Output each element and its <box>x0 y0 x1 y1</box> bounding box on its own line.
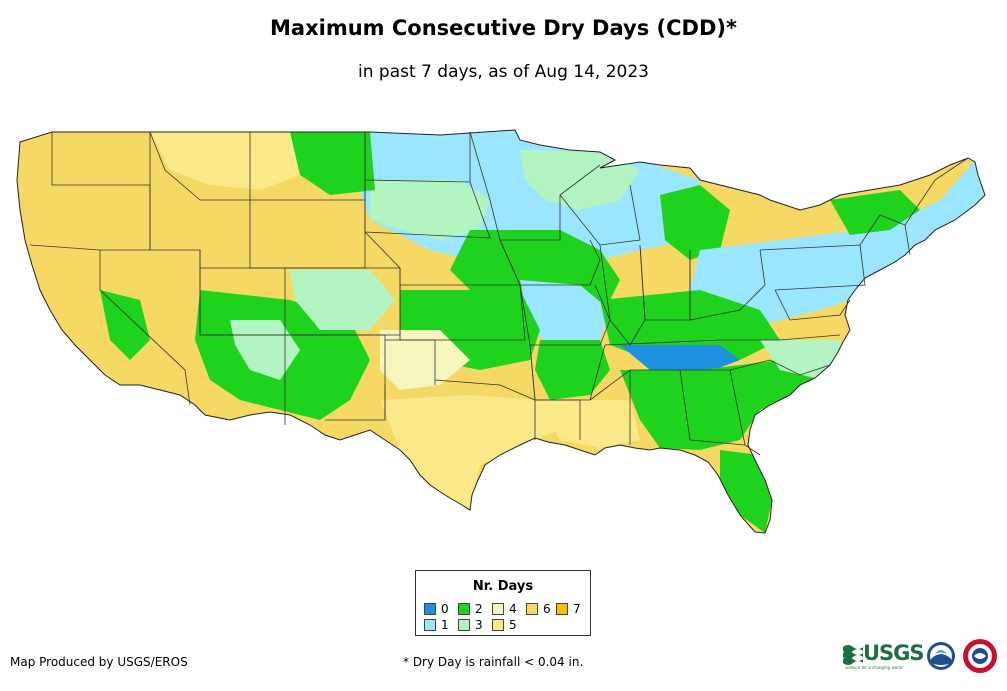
zone-michigan <box>660 185 730 260</box>
border-pennsylvania <box>759 244 866 291</box>
zone-dakotas <box>370 180 490 240</box>
legend-swatch-6 <box>526 603 538 615</box>
border-missouri <box>519 284 611 346</box>
legend-item-4: 4 <box>492 603 517 615</box>
zone-oklahoma <box>380 330 470 390</box>
border-kansas <box>399 284 526 341</box>
legend-swatch-2 <box>458 603 470 615</box>
legend-label-7: 7 <box>573 602 581 616</box>
border-new-england <box>904 157 969 226</box>
zone-texas <box>380 395 560 510</box>
border-washington <box>51 132 151 186</box>
legend-swatch-4 <box>492 603 504 615</box>
legend-swatch-1 <box>424 619 436 631</box>
border-new-mexico <box>285 334 386 421</box>
zone-colorado <box>290 270 395 330</box>
legend-item-1: 1 <box>424 619 449 631</box>
border-maryland-virginia <box>774 289 851 321</box>
zone-carolinas <box>760 340 845 378</box>
nws-logo-icon <box>963 639 997 673</box>
map-credit: Map Produced by USGS/EROS <box>10 655 188 669</box>
border-carolinas <box>729 359 831 376</box>
dry-day-note: * Dry Day is rainfall < 0.04 in. <box>403 655 584 669</box>
map-title: Maximum Consecutive Dry Days (CDD)* <box>270 16 737 40</box>
legend-item-2: 2 <box>458 603 483 615</box>
border-wisconsin <box>559 184 641 246</box>
legend-label-6: 6 <box>543 602 551 616</box>
border-new-york <box>859 214 911 256</box>
legend-item-6: 6 <box>526 603 551 615</box>
border-north-dakota <box>364 132 471 183</box>
legend-swatch-3 <box>458 619 470 631</box>
usgs-tagline: science for a changing world <box>845 665 903 670</box>
border-minnesota <box>469 131 601 241</box>
legend-label-4: 4 <box>509 602 517 616</box>
border-idaho-montana <box>149 131 251 201</box>
zone-montana-east <box>290 132 375 195</box>
usgs-logo: USGS science for a changing world <box>843 641 925 671</box>
state-borders <box>29 131 969 456</box>
legend-swatch-0 <box>424 603 436 615</box>
legend-swatch-5 <box>492 619 504 631</box>
noaa-logo-icon <box>927 642 955 670</box>
zone-missouri <box>520 280 610 350</box>
zone-southeast <box>620 360 830 450</box>
border-california-nevada <box>99 250 191 406</box>
border-texas-north <box>384 380 436 420</box>
zone-louisiana <box>540 400 640 448</box>
legend-item-0: 0 <box>424 603 449 615</box>
usgs-wave-icon <box>843 645 863 665</box>
zone-tennessee <box>620 345 740 375</box>
zone-idaho-montana <box>150 132 300 190</box>
zone-florida <box>720 450 772 533</box>
legend-label-0: 0 <box>441 602 449 616</box>
legend-swatch-7 <box>556 603 568 615</box>
zone-arkansas <box>535 340 610 400</box>
legend-item-5: 5 <box>492 619 517 631</box>
legend-label-1: 1 <box>441 618 449 632</box>
legend-label-2: 2 <box>475 602 483 616</box>
border-south-dakota <box>364 180 491 239</box>
legend-title: Nr. Days <box>472 579 534 594</box>
legend-item-3: 3 <box>458 619 483 631</box>
zone-northeast <box>690 160 985 330</box>
border-arkansas <box>529 344 606 401</box>
usgs-wordmark: USGS <box>863 641 925 665</box>
border-tennessee-kentucky <box>604 334 841 346</box>
legend-box: Nr. Days 0 1 2 3 4 5 6 7 <box>415 570 591 636</box>
legend-item-7: 7 <box>556 603 581 615</box>
zone-new-york <box>830 190 920 235</box>
legend-label-3: 3 <box>475 618 483 632</box>
border-ohio <box>689 249 766 321</box>
legend-label-5: 5 <box>509 618 517 632</box>
zone-nevada-green <box>100 290 150 360</box>
map-subtitle: in past 7 days, as of Aug 14, 2023 <box>358 62 649 82</box>
border-florida <box>689 439 761 456</box>
border-iowa <box>499 239 601 286</box>
